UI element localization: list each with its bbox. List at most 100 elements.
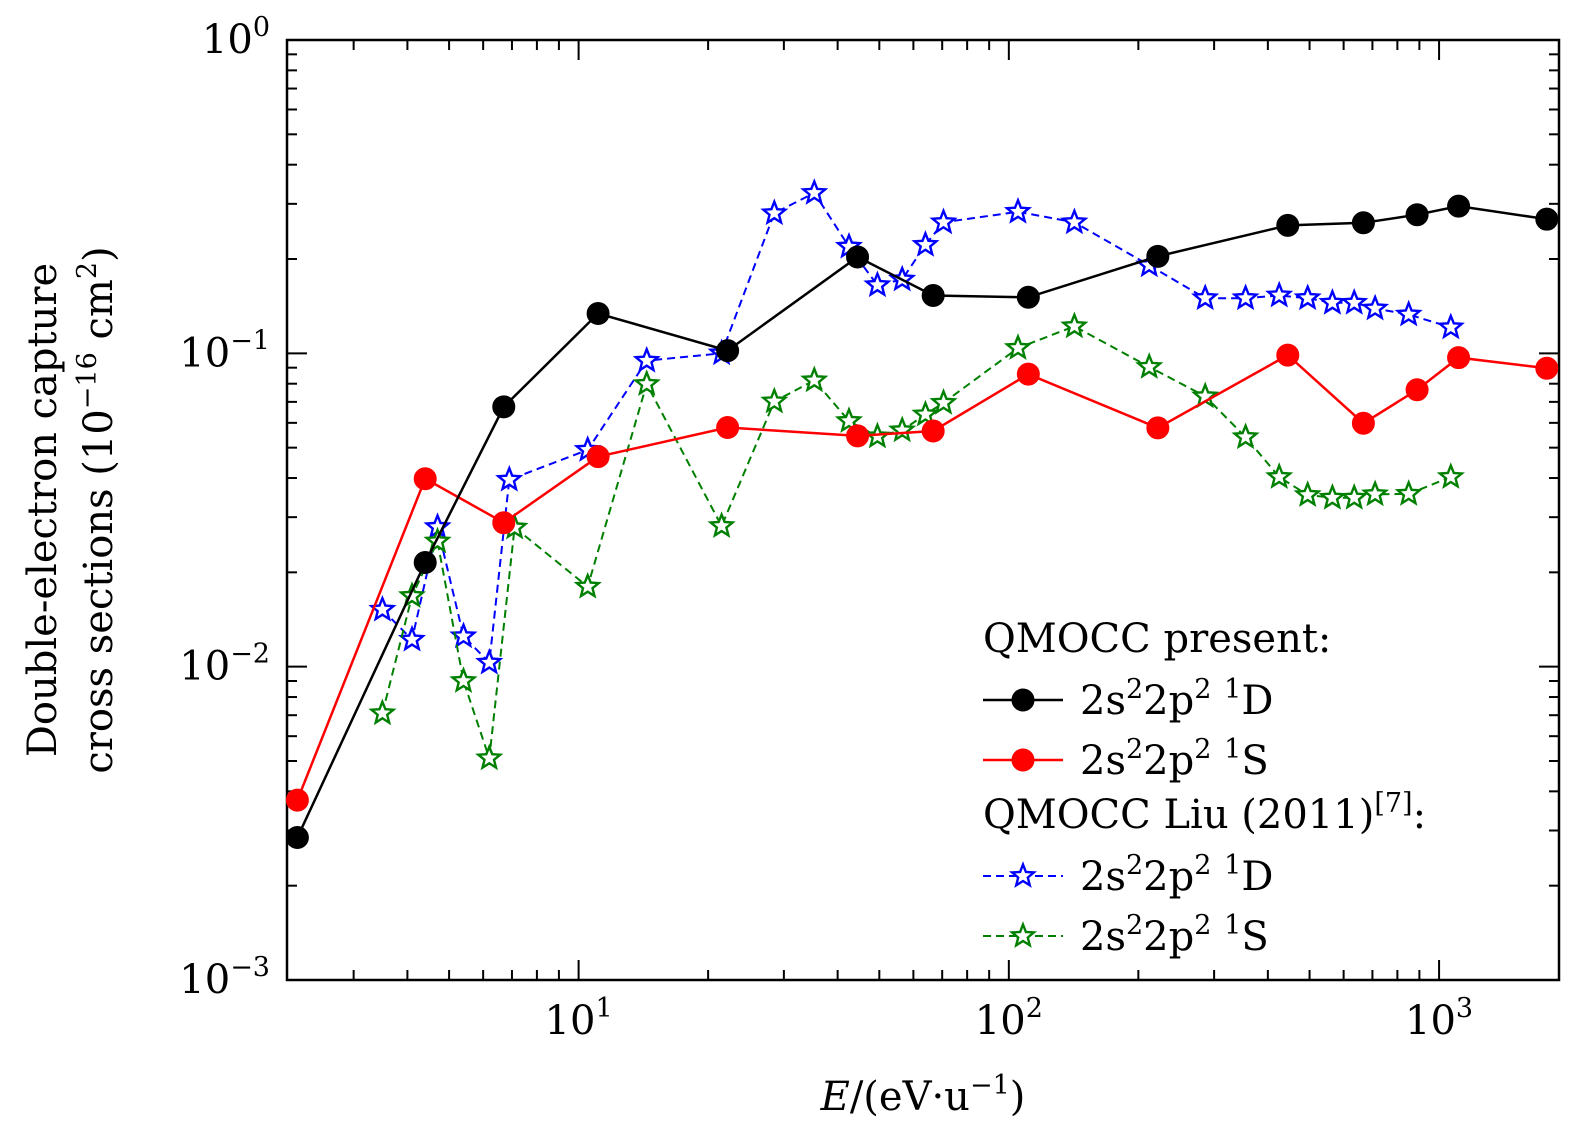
data-point <box>760 386 789 414</box>
x-tick-label: 103 <box>1405 993 1473 1044</box>
data-point <box>707 511 736 539</box>
series-1 <box>285 343 1559 812</box>
data-point <box>586 302 610 326</box>
data-point <box>1318 288 1347 315</box>
data-point <box>492 395 516 419</box>
data-point <box>1340 483 1369 510</box>
data-point <box>1405 378 1429 402</box>
data-point <box>632 345 661 373</box>
data-point <box>495 464 524 492</box>
data-point <box>475 743 504 771</box>
data-point <box>1405 203 1429 227</box>
data-point <box>1318 483 1347 510</box>
data-point <box>1360 479 1390 507</box>
data-point <box>285 825 309 849</box>
legend-entry: 2s22p2 1D <box>983 850 1273 900</box>
axis-ticks <box>287 39 1559 981</box>
legend-entries: 2s22p2 1D 2s22p2 1S 2s22p2 1D 2s22p2 1S <box>983 674 1273 960</box>
data-point <box>1276 343 1300 367</box>
legend-entry: 2s22p2 1S <box>983 734 1269 784</box>
legend: QMOCC present: QMOCC Liu (2011)[7]: 2s22… <box>983 616 1426 960</box>
data-point <box>846 245 870 269</box>
x-tick-label: 102 <box>975 993 1043 1044</box>
legend-label: 2s22p2 1D <box>1080 850 1273 900</box>
data-point <box>929 207 958 235</box>
data-point <box>846 424 870 448</box>
data-point <box>1060 311 1089 339</box>
legend-label: 2s22p2 1S <box>1080 910 1269 960</box>
data-point <box>1003 333 1033 360</box>
series-0 <box>285 194 1559 849</box>
legend-label: 2s22p2 1S <box>1080 734 1269 784</box>
data-point <box>760 198 789 226</box>
x-axis-unit-close: ) <box>1010 1074 1026 1120</box>
legend-entry: 2s22p2 1D <box>983 674 1273 724</box>
data-point <box>1447 346 1471 370</box>
x-axis-symbol: E <box>820 1074 850 1120</box>
legend-label: 2s22p2 1D <box>1080 674 1273 724</box>
data-point <box>911 230 940 257</box>
y-axis-title-line2: cross sections (10−16 cm2) <box>72 246 122 773</box>
data-point <box>921 283 945 307</box>
y-axis-title-line1: Double-electron capture <box>20 263 66 757</box>
data-point <box>921 419 945 443</box>
data-point <box>1340 288 1369 315</box>
plot-frame <box>285 38 1561 982</box>
data-point <box>1135 352 1164 379</box>
data-point <box>449 666 478 693</box>
data-point <box>1231 422 1260 450</box>
y-tick-label: 10−3 <box>179 952 270 1003</box>
data-point <box>413 467 437 491</box>
y-tick-label: 10−1 <box>179 325 270 376</box>
data-point <box>1351 211 1375 235</box>
axis-tick-labels: 101 102 103 100 10−1 10−2 10−3 <box>179 12 1473 1044</box>
data-point <box>586 445 610 469</box>
data-point <box>834 406 864 433</box>
legend-marker <box>1008 861 1038 888</box>
legend-marker <box>1008 921 1038 948</box>
data-point <box>1436 462 1465 489</box>
data-point <box>1360 293 1390 321</box>
legend-group-present: QMOCC present: <box>983 616 1331 662</box>
data-point <box>1016 362 1040 386</box>
data-point <box>1351 411 1375 435</box>
data-point <box>1394 299 1423 327</box>
y-tick-label: 10−2 <box>179 639 270 690</box>
data-point <box>1293 480 1322 507</box>
series-line <box>381 325 1452 759</box>
data-point <box>1436 312 1465 340</box>
data-point <box>863 270 892 298</box>
data-point <box>397 581 426 609</box>
data-point <box>1191 283 1220 311</box>
data-point <box>800 178 829 205</box>
legend-entry: 2s22p2 1S <box>983 910 1269 960</box>
data-point <box>800 365 829 393</box>
x-axis-unit-exponent: −1 <box>970 1070 1010 1101</box>
data-point <box>1535 356 1559 380</box>
data-point <box>1265 462 1294 489</box>
data-point <box>716 339 740 363</box>
data-point <box>888 415 917 443</box>
data-point <box>1060 207 1089 235</box>
data-point <box>1394 479 1423 506</box>
x-axis-title: E/(eV·u−1) <box>820 1070 1026 1120</box>
data-point <box>1265 280 1294 308</box>
y-tick-label: 100 <box>202 12 270 63</box>
data-point <box>573 571 602 599</box>
data-point <box>1003 197 1033 224</box>
series-line <box>381 191 1452 665</box>
data-point <box>716 415 740 439</box>
data-point <box>1231 283 1260 311</box>
data-point <box>632 369 661 396</box>
data-point <box>413 551 437 575</box>
data-point <box>1146 416 1170 440</box>
data-point <box>285 788 309 812</box>
x-tick-label: 101 <box>545 993 613 1044</box>
data-point <box>1535 207 1559 231</box>
data-point <box>1447 194 1471 218</box>
data-point <box>1276 213 1300 237</box>
legend-marker <box>1011 748 1035 772</box>
data-point <box>475 647 504 675</box>
data-point <box>397 624 426 652</box>
